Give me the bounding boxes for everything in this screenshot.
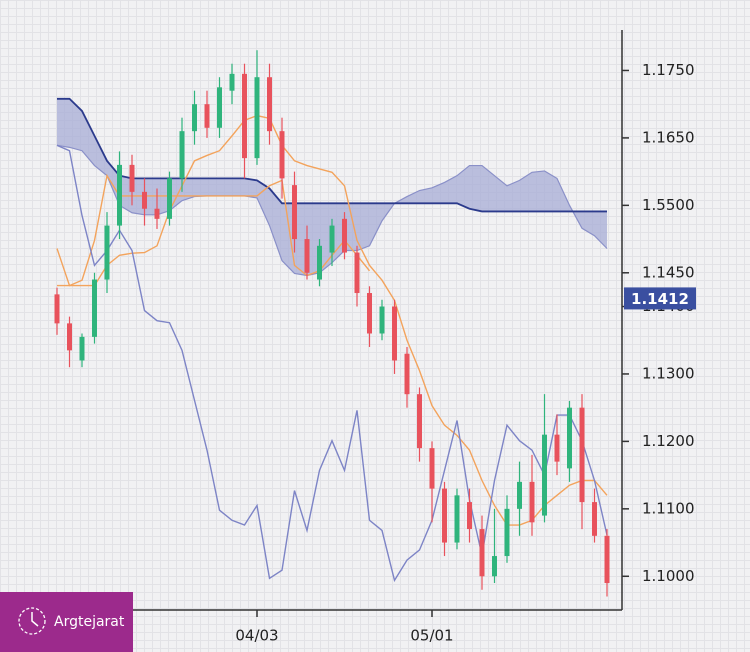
candle-body	[154, 208, 160, 219]
logo-hand	[31, 612, 39, 627]
candle-body	[67, 323, 72, 351]
candle-body	[467, 502, 472, 530]
candle-body	[392, 306, 397, 361]
candle-body	[442, 488, 447, 543]
candle-body	[104, 225, 110, 280]
candle-body	[204, 104, 210, 128]
candle-body	[179, 131, 185, 179]
candle-body	[54, 294, 60, 324]
candle-body	[542, 434, 547, 516]
candle-body	[79, 336, 85, 361]
x-tick-label: 05/01	[410, 627, 453, 645]
candle-body	[167, 178, 172, 219]
candle-body	[129, 164, 135, 192]
candle-body	[492, 556, 497, 577]
candle-body	[292, 185, 297, 240]
candle-body	[217, 87, 222, 128]
y-tick-label: 1.1300	[642, 364, 695, 382]
watermark-text: Argtejarat	[54, 614, 125, 630]
candle-body	[279, 131, 285, 179]
y-tick-label: 1.1750	[642, 61, 695, 79]
candle-body	[454, 495, 460, 543]
candle-body	[517, 481, 522, 509]
candle-body	[329, 225, 335, 253]
candle-body	[242, 73, 247, 159]
y-tick-label: 1.1450	[642, 263, 695, 281]
span-b-line	[57, 97, 607, 213]
candle-body	[529, 481, 535, 523]
candle-body	[317, 245, 322, 280]
candle-body	[229, 73, 235, 91]
candle-body	[354, 252, 360, 294]
y-tick-label: 1.1000	[642, 567, 695, 585]
y-tick-label: 1.1650	[642, 128, 695, 146]
candle-body	[379, 306, 385, 334]
candle-body	[429, 448, 435, 489]
candle-body	[267, 77, 272, 132]
candle-body	[342, 218, 347, 253]
plot-area: 1.17501.16501.55001.14501.14001.13001.12…	[0, 30, 696, 645]
candle-body	[142, 191, 147, 209]
candle-body	[592, 502, 597, 536]
indicator-line	[56, 144, 608, 583]
candle-body	[304, 239, 310, 273]
watermark-background	[0, 592, 133, 652]
y-tick-label: 1.5500	[642, 196, 695, 214]
candle-body	[554, 434, 560, 462]
candle-body	[567, 407, 572, 469]
watermark: Argtejarat	[0, 592, 133, 652]
logo-ring	[18, 607, 46, 635]
candle-body	[479, 529, 485, 577]
y-tick-label: 1.1100	[642, 499, 695, 517]
candle-body	[504, 508, 510, 557]
candle-body	[92, 279, 97, 337]
candle-body	[192, 104, 197, 132]
candle-body	[604, 535, 610, 584]
candle-body	[254, 77, 260, 159]
y-tick-label: 1.1200	[642, 432, 695, 450]
last-price-label: 1.1412	[631, 290, 689, 308]
candle-body	[367, 293, 372, 334]
last-price-box	[624, 287, 696, 310]
candle-body	[404, 353, 410, 395]
indicator-line	[56, 114, 608, 526]
candle-body	[417, 394, 422, 449]
candle-body	[117, 164, 122, 226]
x-tick-label: 04/03	[235, 627, 278, 645]
candle-body	[579, 407, 585, 503]
